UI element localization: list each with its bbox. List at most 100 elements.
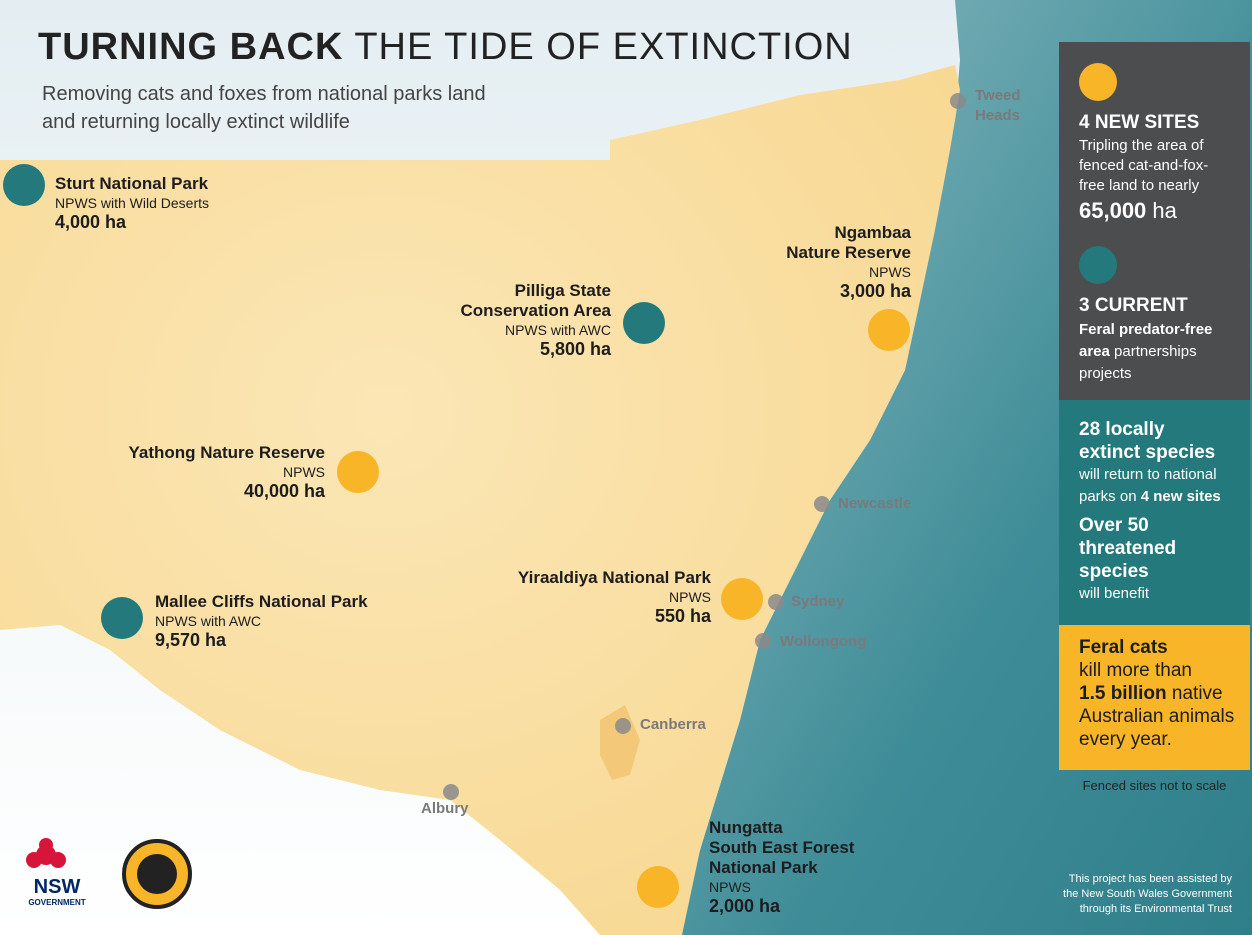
site-area: 3,000 ha [839, 281, 911, 301]
site-area: 2,000 ha [709, 896, 781, 916]
panel-dark [1059, 42, 1250, 400]
site-dot [623, 302, 665, 344]
text: Tripling the area of fenced cat-and-fox-… [1079, 137, 1209, 194]
title-bold: TURNING BACK [38, 26, 344, 68]
nsw-text: NSW GOVERNMENT [26, 876, 88, 907]
town-name: Tweed [975, 87, 1021, 104]
site-name: Yathong Nature Reserve [128, 443, 325, 462]
text: partnerships projects [1079, 343, 1197, 382]
site-dot [337, 451, 379, 493]
site-dot [721, 578, 763, 620]
site-dot [868, 309, 910, 351]
credit-line: This project has been assisted by [1068, 873, 1232, 885]
bold: Over 50 threatened species [1079, 515, 1177, 582]
site-partner: NPWS with AWC [155, 613, 262, 629]
site-name: Conservation Area [460, 301, 611, 320]
legend-current [1079, 246, 1117, 284]
heading: 4 NEW SITES [1079, 112, 1200, 133]
nsw: NSW [33, 876, 81, 898]
bold: Feral cats [1079, 637, 1168, 658]
nsw-logo [26, 838, 66, 868]
site-name: Sturt National Park [55, 174, 209, 193]
site-dot [101, 597, 143, 639]
panel-yellow [1059, 625, 1250, 770]
site-partner: NPWS with Wild Deserts [55, 195, 210, 211]
town-label: Sydney [791, 592, 844, 612]
subtitle: Removing cats and foxes from national pa… [42, 80, 486, 136]
site-area: 4,000 ha [55, 212, 127, 232]
town-label: Tweed Heads [975, 86, 1021, 126]
town-dot [950, 93, 966, 109]
town-name: Wollongong [780, 633, 867, 650]
credit-line: through its Environmental Trust [1079, 903, 1232, 915]
land [0, 65, 960, 935]
site-label: Nungatta South East Forest National Park NP… [709, 818, 854, 916]
site-label: Pilliga State Conservation Area NPWS with … [460, 281, 611, 359]
bold: Feral predator-free area [1079, 321, 1213, 360]
town-name: Newcastle [838, 495, 912, 512]
site-label: Ngambaa Nature Reserve NPWS 3,000 ha [786, 223, 911, 301]
site-name: National Park [709, 858, 818, 877]
site-partner: NPWS [669, 589, 711, 605]
site-name: Yiraaldiya National Park [517, 568, 711, 587]
town-dot [814, 496, 830, 512]
town-name: Albury [421, 800, 469, 817]
site-name: Nungatta [709, 818, 783, 837]
town-dot [768, 594, 784, 610]
town-name: Heads [975, 107, 1021, 124]
text: will return to national parks on [1079, 466, 1217, 505]
legend-new [1079, 63, 1117, 101]
site-dot [3, 164, 45, 206]
credit: This project has been assisted by the Ne… [1063, 872, 1232, 917]
credit-line: the New South Wales Government [1063, 888, 1232, 900]
panel-teal [1059, 400, 1250, 625]
town-dot [443, 784, 459, 800]
site-dot [637, 866, 679, 908]
bold: 28 locally extinct species [1079, 419, 1216, 463]
town-dot [755, 633, 771, 649]
bold: 1.5 billion [1079, 683, 1167, 704]
title-rest: THE TIDE OF EXTINCTION [354, 26, 853, 68]
text: kill more than [1079, 660, 1192, 681]
current-panel: 3 CURRENT Feral predator-free area partn… [1059, 293, 1250, 385]
town-name: Canberra [640, 716, 706, 733]
town-label: Canberra [640, 715, 706, 735]
site-area: 40,000 ha [243, 481, 325, 501]
site-partner: NPWS with AWC [504, 322, 611, 338]
site-partner: NPWS [869, 264, 911, 280]
species-panel: 28 locally extinct species will return t… [1059, 418, 1250, 605]
town-name: Sydney [791, 593, 845, 610]
site-name: South East Forest [709, 838, 855, 857]
new-sites-panel: 4 NEW SITES Tripling the area of fenced … [1059, 110, 1250, 226]
town-label: Wollongong [780, 632, 866, 652]
town-label: Newcastle [838, 494, 911, 514]
title: TURNING BACK THE TIDE OF EXTINCTION [38, 26, 853, 69]
site-partner: NPWS [709, 879, 751, 895]
town-dot [615, 718, 631, 734]
site-area: 5,800 ha [539, 339, 611, 359]
site-partner: NPWS [283, 464, 325, 480]
site-area: 9,570 ha [155, 630, 227, 650]
site-label: Yathong Nature Reserve NPWS 40,000 ha [128, 443, 325, 501]
site-name: Ngambaa [834, 223, 911, 242]
site-label: Yiraaldiya National Park NPWS 550 ha [518, 568, 711, 626]
town-label: Albury [421, 799, 469, 819]
site-name: Nature Reserve [786, 243, 911, 262]
site-name: Mallee Cliffs National Park [155, 592, 368, 611]
bold: 4 new sites [1140, 488, 1221, 505]
figure: 65,000 [1079, 198, 1147, 223]
npws-logo [122, 839, 192, 909]
heading: 3 CURRENT [1079, 295, 1188, 316]
scale-note: Fenced sites not to scale [1082, 778, 1227, 793]
cats-panel: Feral cats kill more than 1.5 billion na… [1059, 636, 1250, 751]
unit: ha [1152, 198, 1177, 223]
text: native Australian animals every year. [1079, 683, 1235, 750]
text: will benefit [1079, 585, 1150, 602]
subtitle-line: and returning locally extinct wildlife [42, 111, 350, 133]
site-label: Sturt National Park NPWS with Wild Desert… [55, 174, 209, 232]
site-name: Pilliga State [514, 281, 611, 300]
subtitle-line: Removing cats and foxes from national pa… [42, 83, 486, 105]
site-label: Mallee Cliffs National Park NPWS with AWC… [155, 592, 368, 650]
